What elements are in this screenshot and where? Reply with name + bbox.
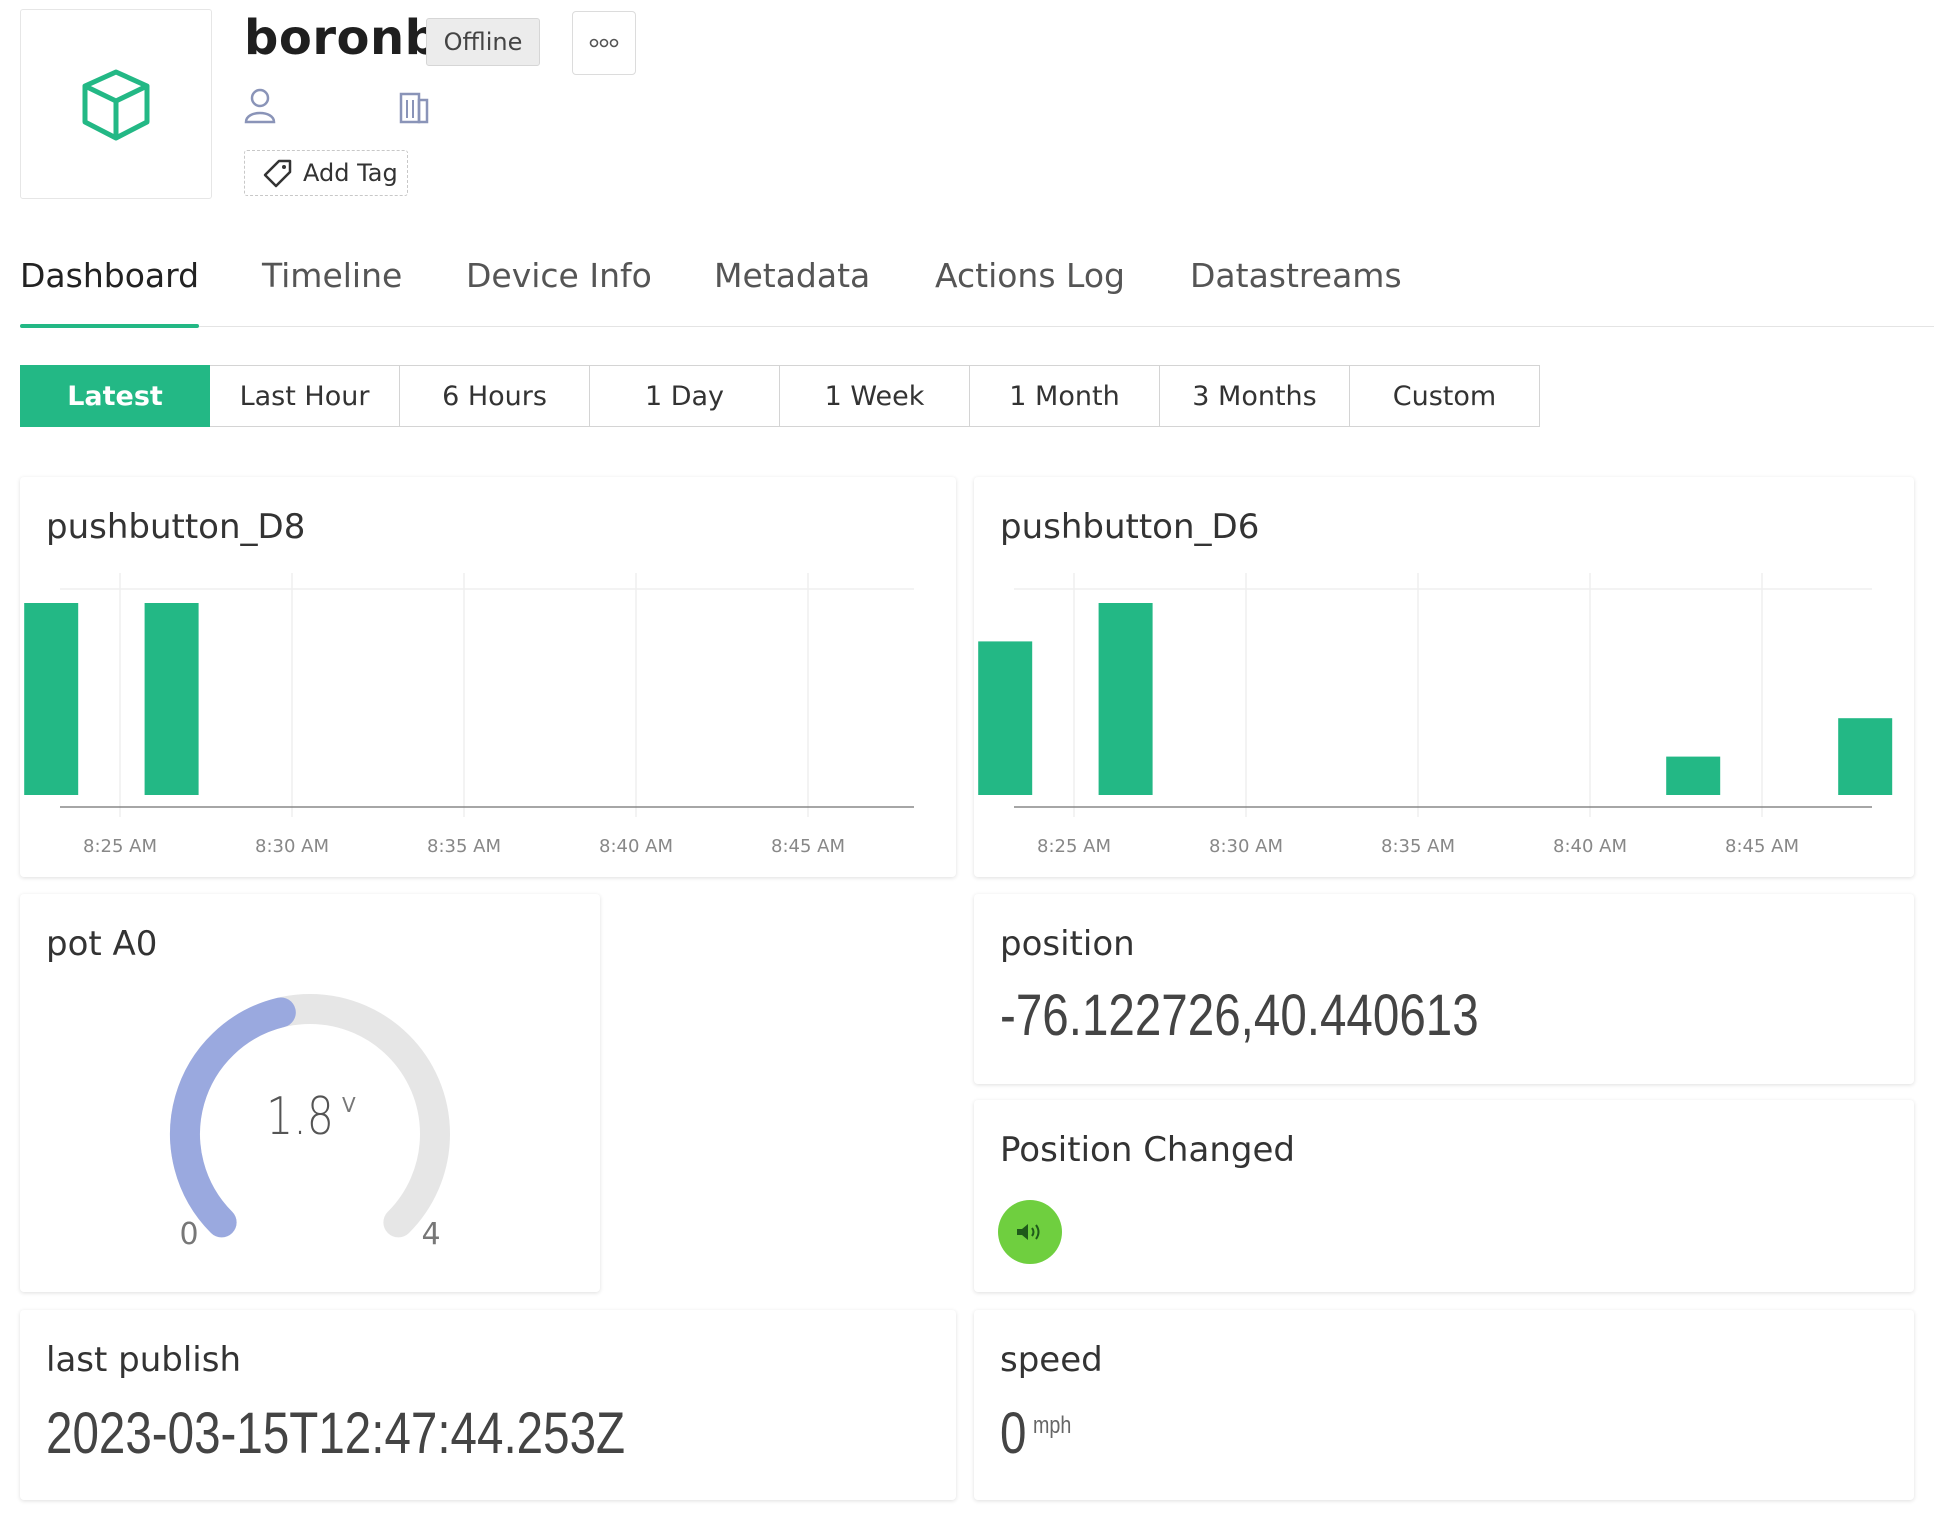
gauge-unit: V	[342, 1093, 356, 1117]
tab-metadata[interactable]: Metadata	[714, 256, 871, 295]
user-icon[interactable]	[244, 88, 276, 124]
more-dots-icon	[589, 38, 619, 48]
device-icon-box	[20, 9, 212, 199]
d6-bar[interactable]	[978, 641, 1033, 795]
range-latest[interactable]: Latest	[20, 365, 210, 427]
x-tick-label: 8:25 AM	[83, 836, 157, 857]
tab-device-info[interactable]: Device Info	[466, 256, 652, 295]
tab-actions-log[interactable]: Actions Log	[935, 256, 1125, 295]
widget-title: pot A0	[46, 924, 158, 964]
x-tick-label: 8:40 AM	[599, 836, 673, 857]
x-tick-label: 8:30 AM	[255, 836, 329, 857]
gauge-fill	[170, 997, 296, 1238]
widget-title: pushbutton_D6	[1000, 507, 1260, 547]
widget-speed[interactable]: speed 0 mph	[974, 1310, 1914, 1500]
widget-title: Position Changed	[1000, 1130, 1295, 1170]
more-button[interactable]	[572, 11, 636, 75]
device-name: boronb	[244, 10, 440, 66]
gauge-max: 4	[421, 1217, 440, 1252]
gauge-min: 0	[179, 1217, 198, 1252]
widget-pot-a0[interactable]: pot A0 1.8 V 0 4	[20, 894, 600, 1292]
x-tick-label: 8:45 AM	[1725, 836, 1799, 857]
widget-title: position	[1000, 924, 1135, 964]
d6-bar[interactable]	[1666, 756, 1721, 795]
tab-dashboard[interactable]: Dashboard	[20, 256, 200, 328]
tag-icon	[263, 159, 292, 188]
range-last-hour[interactable]: Last Hour	[210, 365, 400, 427]
x-tick-label: 8:45 AM	[771, 836, 845, 857]
d6-bar[interactable]	[1838, 718, 1893, 795]
range-3-months[interactable]: 3 Months	[1160, 365, 1350, 427]
cube-icon	[82, 69, 150, 141]
range-1-month[interactable]: 1 Month	[970, 365, 1160, 427]
widget-position-changed[interactable]: Position Changed	[974, 1100, 1914, 1292]
x-tick-label: 8:30 AM	[1209, 836, 1283, 857]
position-value: -76.122726,40.440613	[1000, 983, 1479, 1048]
widget-pushbutton-d6[interactable]: pushbutton_D6 8:25 AM 8:30 AM 8:35 AM 8:40 …	[974, 477, 1914, 877]
event-led	[998, 1200, 1062, 1264]
speaker-icon	[1017, 1224, 1040, 1240]
widget-position[interactable]: position -76.122726,40.440613	[974, 894, 1914, 1084]
x-tick-label: 8:40 AM	[1553, 836, 1627, 857]
x-tick-label: 8:35 AM	[1381, 836, 1455, 857]
x-tick-label: 8:35 AM	[427, 836, 501, 857]
tab-datastreams[interactable]: Datastreams	[1190, 256, 1402, 295]
add-tag-label: Add Tag	[303, 159, 398, 187]
building-icon[interactable]	[396, 90, 430, 124]
widget-title: last publish	[46, 1340, 242, 1380]
widget-pushbutton-d8[interactable]: pushbutton_D8 8:25 AM 8:30 AM 8:35 AM 8:40 …	[20, 477, 956, 877]
x-tick-label: 8:25 AM	[1037, 836, 1111, 857]
gauge-value: 1.8	[266, 1087, 334, 1147]
range-1-day[interactable]: 1 Day	[590, 365, 780, 427]
range-1-week[interactable]: 1 Week	[780, 365, 970, 427]
add-tag-button[interactable]: Add Tag	[244, 150, 408, 196]
gauge-pot-a0: 1.8 V 0 4	[170, 994, 450, 1252]
tab-timeline[interactable]: Timeline	[262, 256, 403, 295]
last-publish-value: 2023-03-15T12:47:44.253Z	[46, 1401, 626, 1466]
speed-unit: mph	[1033, 1411, 1072, 1439]
widget-last-publish[interactable]: last publish 2023-03-15T12:47:44.253Z	[20, 1310, 956, 1500]
widget-title: speed	[1000, 1340, 1103, 1380]
range-custom[interactable]: Custom	[1350, 365, 1540, 427]
speed-number: 0	[1000, 1401, 1027, 1466]
bar-chart-d6: 8:25 AM 8:30 AM 8:35 AM 8:40 AM 8:45 AM	[978, 573, 1893, 857]
speed-value: 0 mph	[1000, 1400, 1071, 1467]
range-6-hours[interactable]: 6 Hours	[400, 365, 590, 427]
widget-title: pushbutton_D8	[46, 507, 306, 547]
tab-bar: Dashboard Timeline Device Info Metadata …	[20, 256, 1934, 328]
time-range-selector: Latest Last Hour 6 Hours 1 Day 1 Week 1 …	[20, 365, 1540, 427]
bar-chart-d8: 8:25 AM 8:30 AM 8:35 AM 8:40 AM 8:45 AM	[24, 573, 914, 857]
status-badge: Offline	[426, 18, 540, 66]
d6-bar[interactable]	[1098, 603, 1153, 795]
d8-bar[interactable]	[144, 603, 199, 795]
d8-bar[interactable]	[24, 603, 79, 795]
